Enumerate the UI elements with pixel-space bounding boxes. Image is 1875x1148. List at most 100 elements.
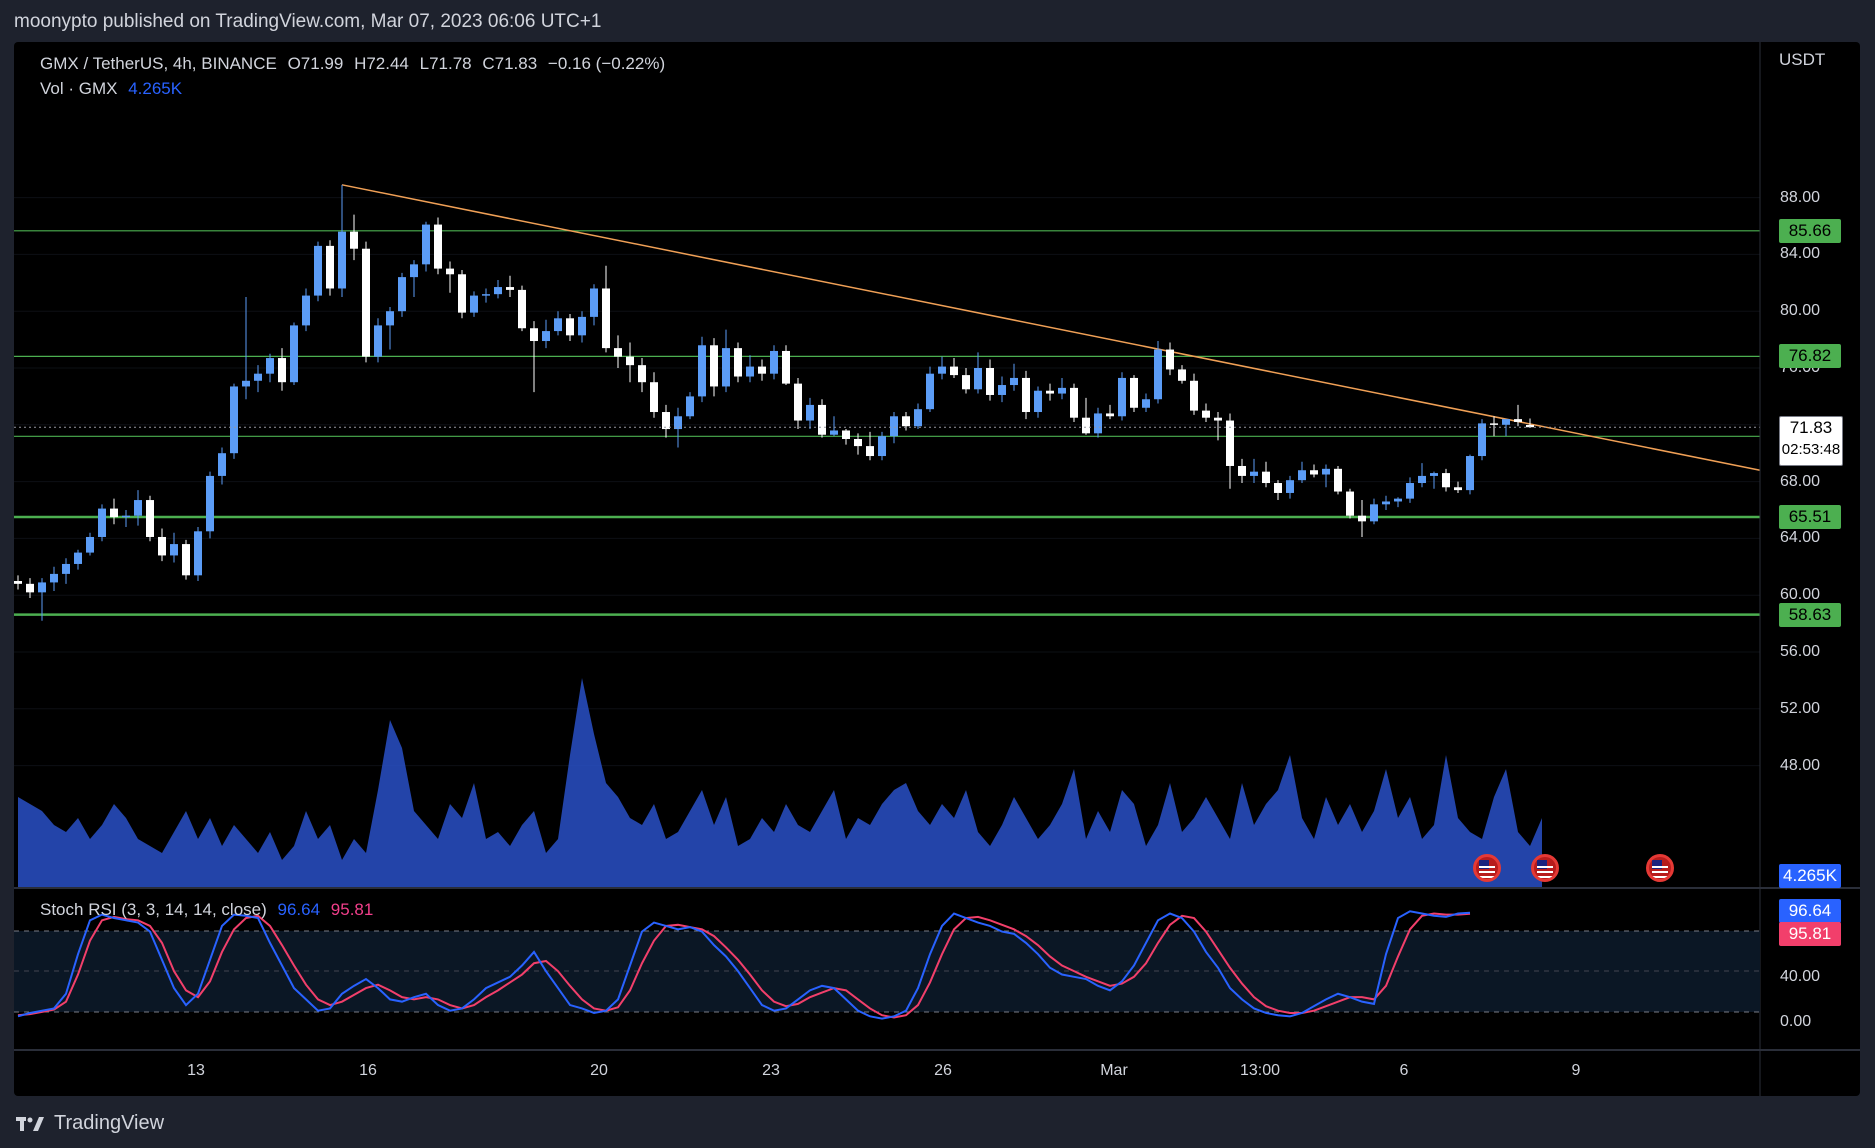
publish-bar: moonypto published on TradingView.com, M… [0,0,1875,42]
volume-label[interactable]: Vol · GMX [40,79,118,98]
candle-body [1430,473,1438,476]
candle-body [338,231,346,289]
candle-body [410,264,418,278]
candle-body [158,536,166,556]
candle-body [350,231,358,249]
candle-body [314,245,322,296]
symbol-legend[interactable]: GMX / TetherUS, 4h, BINANCE O71.99 H72.4… [40,54,671,74]
candle-body [1298,470,1306,481]
candle-body [830,430,838,435]
price-tick: 52.00 [1780,699,1821,717]
main-chart[interactable] [14,42,1860,1096]
candle-body [1202,410,1210,418]
time-tick: 6 [1399,1062,1409,1079]
time-tick: 13:00 [1239,1062,1281,1079]
candle-body [1118,377,1126,417]
candle-body [218,453,226,476]
candle-body [1502,419,1510,425]
candle-body [398,277,406,312]
candle-body [662,412,670,430]
publish-text: moonypto published on TradingView.com, M… [14,11,602,32]
candle-body [1010,377,1018,386]
candle-body [362,248,370,357]
price-tick: 68.00 [1780,472,1821,490]
candle-body [1262,471,1270,484]
stoch-d-value: 95.81 [330,900,374,919]
candle-body [1130,377,1138,408]
candle-body [518,289,526,329]
candle-body [1454,487,1462,491]
candle-body [650,382,658,413]
candle-body [26,583,34,593]
candle-body [1358,515,1366,522]
candle-body [1286,480,1294,493]
candle-body [782,350,790,384]
candle-body [422,224,430,265]
ohlc-change: −0.16 (−0.22%) [547,54,666,73]
candle-body [182,544,190,576]
time-tick: 20 [590,1062,608,1079]
candle-body [386,311,394,326]
candle-body [530,328,538,342]
candle-body [914,409,922,427]
chart-frame[interactable]: GMX / TetherUS, 4h, BINANCE O71.99 H72.4… [14,42,1860,1096]
ohlc-close: C71.83 [482,54,538,73]
stoch-legend[interactable]: Stoch RSI (3, 3, 14, 14, close) 96.64 95… [40,900,373,920]
candle-body [14,581,22,584]
candle-body [554,318,562,332]
candle-body [926,373,934,410]
candle-body [674,416,682,430]
candle-body [266,358,274,374]
candle-body [326,245,334,289]
level-tag: 85.66 [1779,218,1841,243]
stoch-k-tag: 96.64 [1779,898,1841,923]
trend-line[interactable] [341,184,1761,471]
candle-body [506,287,514,290]
candle-body [86,536,94,553]
stoch-d-tag: 95.81 [1779,921,1841,946]
candle-body [1466,456,1474,491]
stoch-d-line [17,912,1471,1019]
candle-body [998,385,1006,395]
candle-body [1418,475,1426,484]
candle-body [986,368,994,395]
candle-body [806,404,814,421]
candle-body [1142,399,1150,408]
candle-body [74,552,82,564]
time-tick: 13 [187,1062,205,1079]
volume-legend[interactable]: Vol · GMX 4.265K [40,79,182,99]
price-tick: 84.00 [1780,245,1821,263]
candle-body [578,316,586,336]
candle-body [542,331,550,342]
ohlc-low: L71.78 [419,54,472,73]
candle-body [818,404,826,435]
candle-body [1442,473,1450,488]
candle-body [1334,468,1342,492]
stoch-label[interactable]: Stoch RSI (3, 3, 14, 14, close) [40,900,267,919]
candle-body [446,268,454,275]
candle-body [470,295,478,313]
candle-body [302,295,310,326]
us-event-flag-icon[interactable] [1646,854,1674,882]
candle-body [110,508,118,518]
us-event-flag-icon[interactable] [1531,854,1559,882]
us-event-flag-icon[interactable] [1473,854,1501,882]
candle-body [842,430,850,439]
candle-body [1106,413,1114,417]
tradingview-logo[interactable]: TradingView [16,1112,164,1135]
candle-body [1166,349,1174,370]
price-tick: 56.00 [1780,643,1821,660]
candle-body [854,439,862,447]
candle-body [482,294,490,296]
price-tick: 64.00 [1780,529,1821,547]
candle-body [602,288,610,349]
footer [0,1096,1875,1148]
candle-body [170,544,178,556]
candle-body [122,515,130,518]
candle-body [1526,424,1534,428]
level-tag: 58.63 [1779,602,1841,627]
candle-body [902,416,910,427]
symbol-name[interactable]: GMX / TetherUS, 4h, BINANCE [40,54,277,73]
candle-body [938,366,946,374]
candle-body [458,274,466,313]
